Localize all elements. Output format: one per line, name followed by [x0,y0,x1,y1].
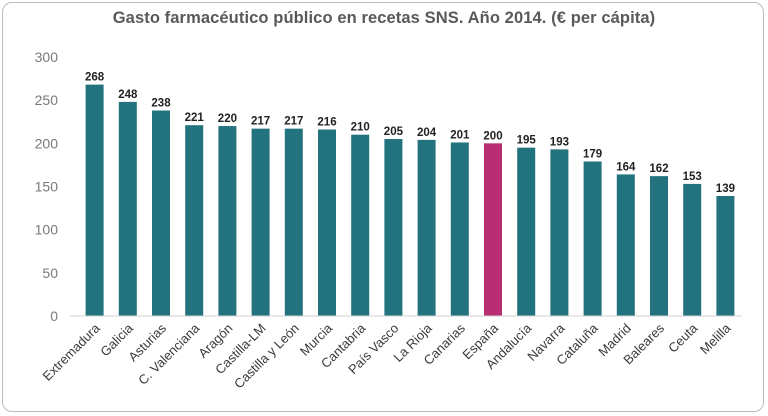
data-label: 164 [616,161,636,173]
data-label: 210 [351,122,370,134]
bar [484,143,502,316]
bar [152,110,170,316]
x-tick-label: Ceuta [665,320,701,356]
bar [616,174,635,316]
y-tick-label: 250 [35,92,59,108]
data-label: 204 [417,127,437,139]
bar [550,149,569,316]
data-label: 139 [716,183,735,195]
data-label: 200 [483,130,502,142]
bar [284,128,303,316]
bar [683,183,702,316]
data-label: 193 [550,136,569,148]
x-tick-label: Melilla [697,320,734,357]
bar [351,134,370,316]
y-tick-label: 50 [42,265,58,281]
bar [716,195,735,316]
data-labels: 268 248 238 221 220 217 217 216 210 205 204 201 200 1… [85,72,735,195]
data-label: 179 [583,148,602,160]
y-tick-label: 150 [35,179,59,195]
bar [251,128,270,316]
data-label: 221 [185,112,205,124]
bar [650,176,668,316]
data-label: 162 [649,163,668,175]
bar [218,126,237,316]
bar [318,129,336,316]
y-tick-label: 100 [35,222,59,238]
data-label: 153 [683,171,702,183]
y-tick-label: 0 [50,308,58,324]
data-label: 217 [284,116,303,128]
data-label: 238 [151,98,171,110]
y-axis: 0 50 100 150 200 250 300 [35,49,59,324]
bar [450,142,469,316]
data-label: 216 [317,117,336,129]
x-tick-label: Extremadura [39,320,103,384]
bars [85,84,735,316]
data-label: 220 [218,113,237,125]
bar [417,139,436,316]
y-tick-label: 300 [35,49,59,65]
data-label: 205 [384,126,404,138]
chart-title: Gasto farmacéutico público en recetas SN… [112,9,656,27]
bar [85,84,104,316]
bar [384,139,403,316]
data-label: 217 [251,116,270,128]
bar [185,125,204,316]
data-label: 268 [85,72,105,84]
bar [583,161,602,316]
data-label: 201 [450,129,470,141]
bar [517,147,536,316]
y-tick-label: 200 [35,135,59,151]
data-label: 195 [517,135,537,147]
bar [118,101,137,316]
data-label: 248 [118,89,138,101]
